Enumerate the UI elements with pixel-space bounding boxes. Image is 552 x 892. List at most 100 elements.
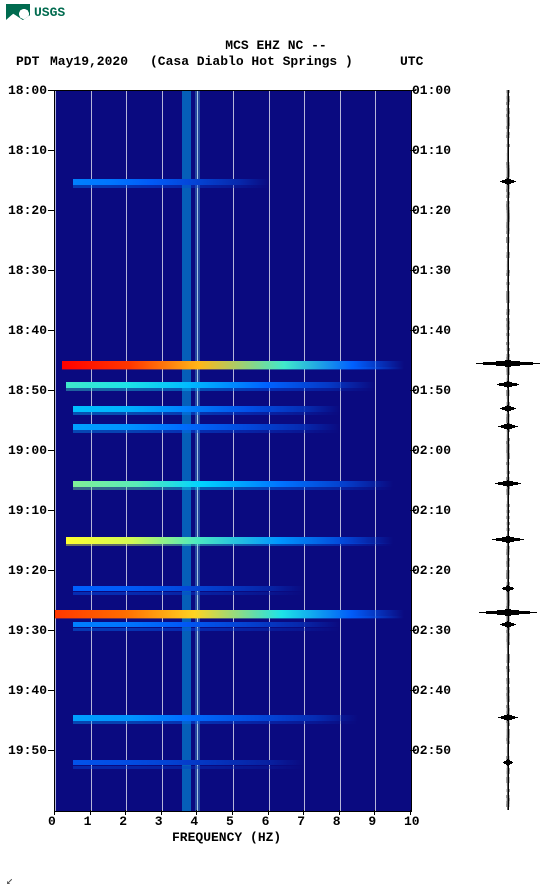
trace-spike: [505, 615, 511, 616]
trace-spike: [507, 765, 508, 766]
x-tick-label: 8: [333, 814, 341, 829]
spectro-gridline: [55, 91, 56, 811]
y-left-label: 19:10: [8, 503, 52, 518]
y-right-tick: [410, 450, 416, 451]
x-tick: [90, 810, 92, 815]
footer-glyph: ↙: [6, 873, 13, 888]
trace-spike: [507, 411, 509, 412]
y-right-label: 01:50: [412, 383, 462, 398]
spectro-event: [73, 628, 340, 631]
trace-spike: [507, 486, 510, 487]
y-left-label: 18:20: [8, 203, 52, 218]
y-right-label: 01:30: [412, 263, 462, 278]
usgs-logo-text: USGS: [34, 5, 65, 20]
y-left-label: 19:00: [8, 443, 52, 458]
spectro-gridline: [162, 91, 163, 811]
x-tick-label: 0: [48, 814, 56, 829]
spectro-gridline: [375, 91, 376, 811]
y-left-tick: [48, 390, 54, 391]
y-right-label: 02:50: [412, 743, 462, 758]
y-left-label: 18:30: [8, 263, 52, 278]
y-right-tick: [410, 150, 416, 151]
tz-left-label: PDT: [16, 54, 39, 69]
x-tick: [161, 810, 163, 815]
y-left-tick: [48, 330, 54, 331]
spectro-event: [73, 715, 358, 721]
spectro-event: [55, 616, 404, 619]
trace-spike: [507, 184, 509, 185]
spectro-event: [73, 622, 340, 627]
y-right-tick: [410, 570, 416, 571]
trace-spike: [506, 542, 509, 543]
spectral-line: [182, 91, 191, 811]
y-right-tick: [410, 270, 416, 271]
y-left-tick: [48, 270, 54, 271]
x-tick: [410, 810, 412, 815]
y-right-tick: [410, 510, 416, 511]
y-right-label: 02:40: [412, 683, 462, 698]
y-left-tick: [48, 690, 54, 691]
y-left-tick: [48, 750, 54, 751]
x-tick: [303, 810, 305, 815]
spectro-event: [73, 185, 269, 188]
spectro-event: [73, 766, 304, 769]
trace-spike: [507, 720, 509, 721]
x-tick: [268, 810, 270, 815]
x-tick-label: 3: [155, 814, 163, 829]
y-right-tick: [410, 210, 416, 211]
x-axis-title: FREQUENCY (HZ): [172, 830, 281, 845]
y-left-tick: [48, 90, 54, 91]
x-tick: [232, 810, 234, 815]
y-right-tick: [410, 390, 416, 391]
y-left-label: 18:00: [8, 83, 52, 98]
x-tick: [125, 810, 127, 815]
y-left-tick: [48, 570, 54, 571]
spectro-gridline: [340, 91, 341, 811]
y-left-label: 19:40: [8, 683, 52, 698]
spectro-event: [73, 430, 340, 433]
x-tick-label: 6: [262, 814, 270, 829]
usgs-logo: USGS: [6, 4, 65, 20]
y-right-tick: [410, 690, 416, 691]
tz-right-label: UTC: [400, 54, 423, 69]
spectro-gridline: [304, 91, 305, 811]
x-tick-label: 4: [190, 814, 198, 829]
y-right-label: 01:20: [412, 203, 462, 218]
spectro-event: [73, 412, 340, 415]
spectro-event: [73, 592, 304, 595]
x-tick: [374, 810, 376, 815]
spectro-gridline: [126, 91, 127, 811]
spectro-event: [62, 367, 404, 370]
date-label: May19,2020: [50, 54, 128, 69]
y-left-tick: [48, 630, 54, 631]
x-tick: [196, 810, 198, 815]
y-left-tick: [48, 210, 54, 211]
spectro-gridline: [269, 91, 270, 811]
trace-spike: [507, 591, 508, 592]
y-left-label: 18:10: [8, 143, 52, 158]
spectrogram-plot: [54, 90, 412, 812]
trace-spike: [507, 627, 509, 628]
usgs-wave-icon: [6, 4, 30, 20]
y-left-tick: [48, 510, 54, 511]
x-tick: [54, 810, 56, 815]
spectro-event: [73, 406, 340, 412]
y-right-label: 02:10: [412, 503, 462, 518]
y-right-label: 02:20: [412, 563, 462, 578]
spectro-event: [73, 179, 269, 184]
y-left-label: 19:20: [8, 563, 52, 578]
chart-title: MCS EHZ NC --: [0, 38, 552, 53]
y-left-tick: [48, 450, 54, 451]
y-left-label: 18:50: [8, 383, 52, 398]
figure-container: USGS MCS EHZ NC -- PDT May19,2020 (Casa …: [0, 0, 552, 892]
spectro-event: [73, 586, 304, 591]
spectro-event: [73, 424, 340, 430]
spectro-event: [66, 388, 376, 391]
y-left-label: 19:30: [8, 623, 52, 638]
x-tick-label: 5: [226, 814, 234, 829]
x-tick-label: 7: [297, 814, 305, 829]
trace-spike: [507, 429, 509, 430]
y-right-label: 02:30: [412, 623, 462, 638]
x-tick-label: 10: [404, 814, 420, 829]
trace-spike: [505, 366, 512, 367]
